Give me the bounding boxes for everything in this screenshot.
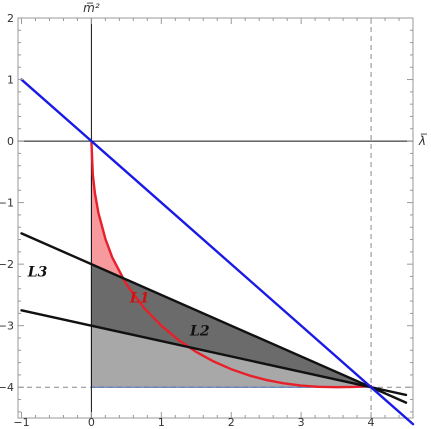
x-tick-label: 4: [368, 416, 375, 429]
x-tick-label: −1: [13, 416, 29, 429]
plot-border: [17, 17, 414, 419]
series-line-l2: [20, 309, 408, 397]
series-line-l1: [90, 139, 373, 389]
curve-label-l2: L2: [189, 324, 210, 340]
series-line-4: [20, 78, 415, 426]
plot-frame: [17, 17, 414, 419]
y-tick-label: −2: [0, 258, 14, 271]
y-axis-title: m̅²: [83, 1, 100, 15]
curve-labels: L1 L2 L3: [27, 264, 210, 339]
y-tick-label: −1: [0, 197, 14, 210]
x-tick-label: 0: [88, 416, 95, 429]
y-tick-label: −3: [0, 320, 14, 333]
tick-marks: −1 0 1 2 3 4 −4 −3 −2 −1 0 1 2: [0, 12, 413, 429]
y-tick-label: 2: [7, 12, 14, 25]
y-tick-label: −4: [0, 381, 14, 394]
x-tick-label: 3: [298, 416, 305, 429]
series-lines: [20, 78, 415, 426]
curve-label-l1: L1: [129, 290, 150, 306]
y-tick-label: 1: [7, 74, 14, 87]
x-axis-title: λ̅: [418, 133, 428, 148]
curve-label-l3: L3: [27, 264, 48, 280]
x-tick-label: 2: [228, 416, 235, 429]
x-tick-label: 1: [158, 416, 165, 429]
y-tick-label: 0: [7, 135, 14, 148]
series-line-l3: [20, 232, 408, 404]
axes: [18, 18, 413, 418]
